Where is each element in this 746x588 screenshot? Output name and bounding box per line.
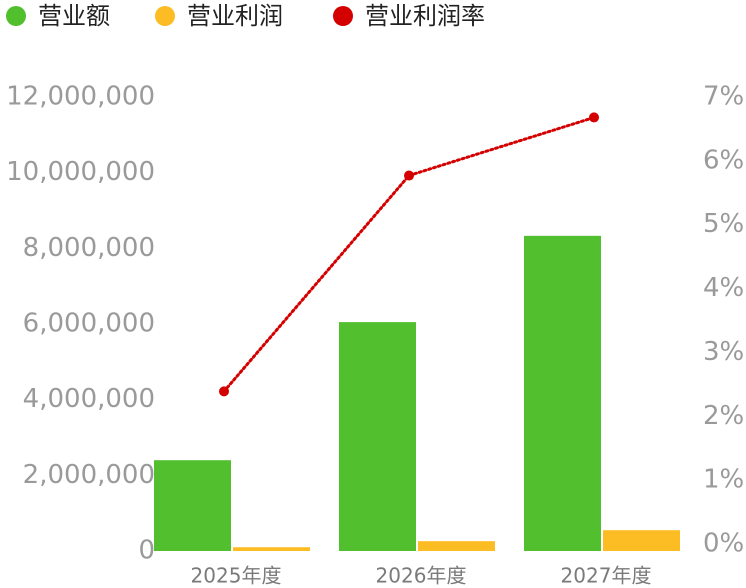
legend-label: 营业利润 — [187, 2, 283, 30]
bar — [154, 460, 231, 551]
y2-tick-label: 1% — [703, 465, 744, 495]
y2-tick-label: 3% — [703, 337, 744, 367]
y-tick-label: 0 — [138, 536, 155, 566]
bar — [339, 322, 416, 551]
legend-marker — [155, 6, 175, 26]
x-tick-label: 2025年度 — [191, 564, 282, 588]
legend-marker — [333, 6, 353, 26]
legend-label: 营业利润率 — [365, 2, 485, 30]
y2-tick-label: 6% — [703, 145, 744, 175]
legend-label: 营业额 — [38, 2, 110, 30]
y2-tick-label: 4% — [703, 273, 744, 303]
x-tick-label: 2026年度 — [376, 564, 467, 588]
line-point — [219, 386, 229, 397]
line-point — [589, 112, 599, 123]
bar — [524, 235, 601, 551]
y-tick-label: 12,000,000 — [6, 82, 155, 112]
y2-tick-label: 7% — [703, 82, 744, 112]
y2-tick-label: 5% — [703, 209, 744, 239]
bar — [233, 547, 310, 551]
bar — [603, 530, 680, 551]
legend-marker — [6, 6, 26, 26]
x-tick-label: 2027年度 — [561, 564, 652, 588]
line-point — [404, 170, 414, 181]
bar — [418, 541, 495, 551]
y-tick-label: 4,000,000 — [23, 384, 155, 414]
y2-tick-label: 0% — [703, 529, 744, 559]
y-tick-label: 2,000,000 — [23, 460, 155, 490]
y-tick-label: 6,000,000 — [23, 309, 155, 339]
y-tick-label: 10,000,000 — [6, 157, 155, 187]
y-tick-label: 8,000,000 — [23, 233, 155, 263]
y2-tick-label: 2% — [703, 401, 744, 431]
